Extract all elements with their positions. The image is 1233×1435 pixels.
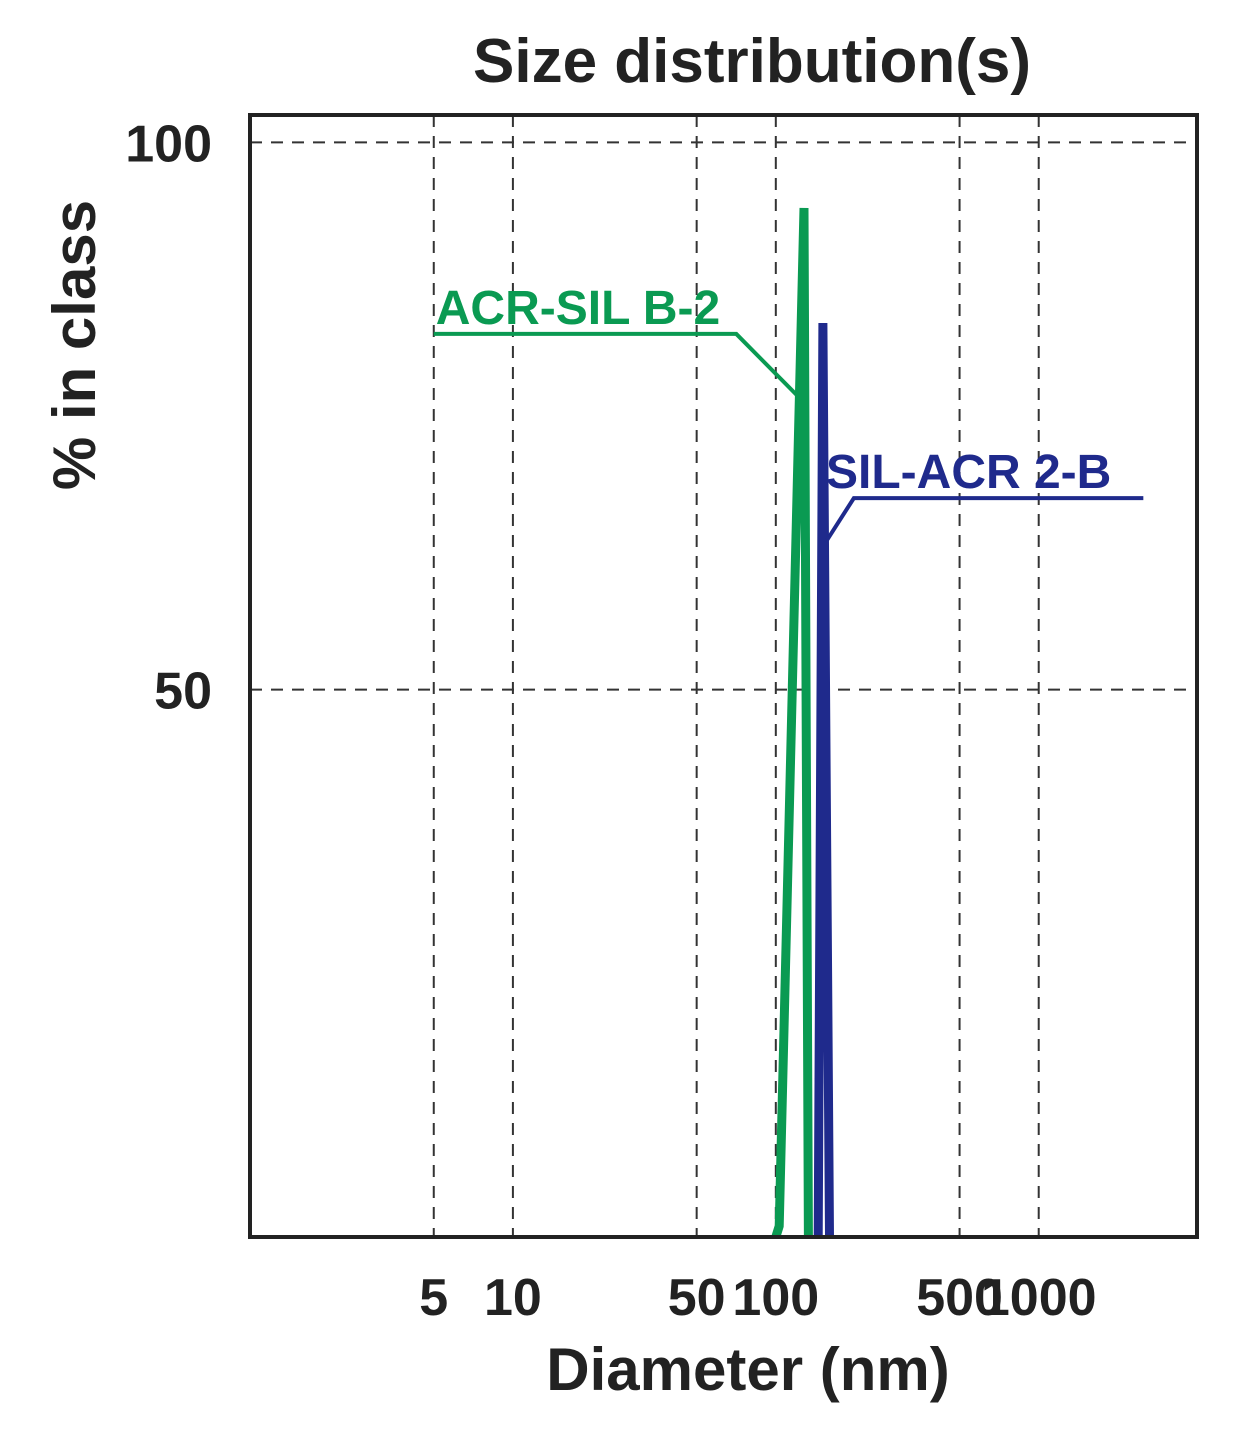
y-tick-label: 100 <box>125 115 212 173</box>
x-tick-label: 5 <box>419 1269 448 1327</box>
series-line-1 <box>771 207 813 1239</box>
data-series <box>771 207 834 1239</box>
y-axis-label: % in class <box>41 200 108 490</box>
x-tick-label: 1000 <box>981 1269 1097 1327</box>
x-axis-label: Diameter (nm) <box>546 1336 949 1403</box>
series-labels: ACR-SIL B-2 SIL-ACR 2-B <box>433 282 1144 543</box>
chart-title: Size distribution(s) <box>473 27 1031 96</box>
series-line-2 <box>813 322 834 1238</box>
series-label-1: ACR-SIL B-2 <box>436 282 720 335</box>
x-tick-label: 50 <box>668 1269 726 1327</box>
grid-lines <box>250 115 1197 1237</box>
plot-frame <box>248 113 1199 1239</box>
x-tick-label: 10 <box>484 1269 542 1327</box>
x-tick-label: 500 <box>916 1269 1003 1327</box>
series-label-leader-1 <box>433 331 803 402</box>
x-tick-label: 100 <box>732 1269 819 1327</box>
series-label-2: SIL-ACR 2-B <box>826 446 1111 499</box>
y-tick-label: 50 <box>154 663 212 721</box>
series-label-leader-2 <box>824 496 1144 543</box>
